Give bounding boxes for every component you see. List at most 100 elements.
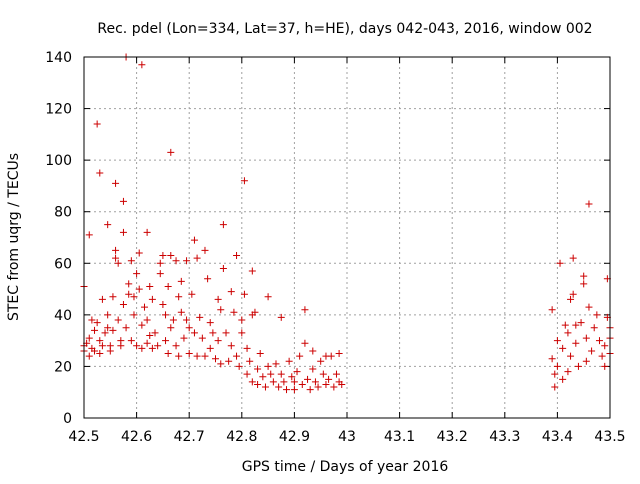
data-point xyxy=(180,334,188,342)
data-point xyxy=(133,270,141,278)
data-point xyxy=(112,254,120,262)
data-point xyxy=(567,295,575,303)
chart-title: Rec. pdel (Lon=334, Lat=37, h=HE), days … xyxy=(97,21,592,37)
data-point xyxy=(138,344,146,352)
data-point xyxy=(296,352,304,360)
data-point xyxy=(88,316,96,324)
data-point xyxy=(254,365,262,373)
data-point xyxy=(214,295,222,303)
data-point xyxy=(561,321,569,329)
data-point xyxy=(159,252,167,260)
data-point xyxy=(122,324,130,332)
data-point xyxy=(151,329,159,337)
data-point xyxy=(593,311,601,319)
data-point xyxy=(177,308,185,316)
data-point xyxy=(254,380,262,388)
data-point xyxy=(196,313,204,321)
data-point xyxy=(112,179,120,187)
data-point xyxy=(564,329,572,337)
data-point xyxy=(548,355,556,363)
data-point xyxy=(212,355,219,363)
data-point xyxy=(290,378,298,386)
y-tick-label: 140 xyxy=(45,50,72,66)
data-point xyxy=(169,316,177,324)
data-point xyxy=(164,350,172,358)
x-tick-label: 42.8 xyxy=(226,429,257,445)
data-point xyxy=(91,347,99,355)
data-point xyxy=(106,342,114,350)
y-tick-label: 120 xyxy=(45,102,72,118)
data-point xyxy=(259,373,267,381)
data-point xyxy=(332,370,340,378)
data-point xyxy=(551,383,559,391)
data-point xyxy=(119,197,127,205)
data-points xyxy=(80,53,614,394)
data-point xyxy=(114,259,122,267)
x-tick-label: 43.5 xyxy=(594,429,625,445)
data-point xyxy=(177,277,185,285)
data-point xyxy=(96,337,104,345)
data-point xyxy=(248,378,256,386)
data-point xyxy=(240,177,248,185)
data-point xyxy=(217,360,225,368)
data-point xyxy=(125,280,133,288)
data-point xyxy=(574,362,582,370)
data-point xyxy=(206,319,214,327)
data-point xyxy=(559,375,567,383)
data-point xyxy=(133,342,141,350)
data-point xyxy=(148,344,156,352)
data-point xyxy=(551,370,559,378)
data-point xyxy=(601,362,609,370)
data-point xyxy=(112,246,120,254)
data-point xyxy=(548,306,556,314)
data-point xyxy=(319,370,327,378)
data-point xyxy=(582,334,590,342)
data-point xyxy=(198,334,206,342)
data-point xyxy=(582,357,590,365)
data-point xyxy=(269,378,277,386)
data-point xyxy=(204,275,212,283)
x-axis-label: GPS time / Days of year 2016 xyxy=(242,459,449,475)
data-point xyxy=(264,362,272,370)
data-point xyxy=(601,342,609,350)
data-point xyxy=(167,324,175,332)
data-point xyxy=(183,257,191,265)
data-point xyxy=(267,370,275,378)
data-point xyxy=(146,331,154,339)
data-point xyxy=(280,378,288,386)
x-tick-label: 42.7 xyxy=(174,429,205,445)
data-point xyxy=(154,342,162,350)
y-tick-label: 100 xyxy=(45,153,72,169)
data-point xyxy=(162,311,170,319)
data-point xyxy=(127,337,135,345)
data-point xyxy=(317,357,325,365)
data-point xyxy=(125,290,133,298)
data-point xyxy=(130,293,138,301)
data-point xyxy=(162,337,170,345)
data-point xyxy=(338,380,346,388)
data-point xyxy=(135,285,143,293)
y-tick-label: 40 xyxy=(54,308,72,324)
data-point xyxy=(164,282,172,290)
data-point xyxy=(217,306,225,314)
data-point xyxy=(306,386,314,394)
data-point xyxy=(156,270,164,278)
data-point xyxy=(140,303,148,311)
data-point xyxy=(569,254,577,262)
data-point xyxy=(219,221,227,229)
data-point xyxy=(567,352,575,360)
data-point xyxy=(143,316,151,324)
data-point xyxy=(233,252,241,260)
data-point xyxy=(185,350,193,358)
data-point xyxy=(138,61,146,69)
data-point xyxy=(193,254,201,262)
data-point xyxy=(222,329,230,337)
data-point xyxy=(183,316,191,324)
data-point xyxy=(309,347,317,355)
data-point xyxy=(175,352,183,360)
data-point xyxy=(235,362,243,370)
data-point xyxy=(261,383,269,391)
y-tick-label: 80 xyxy=(54,205,72,221)
